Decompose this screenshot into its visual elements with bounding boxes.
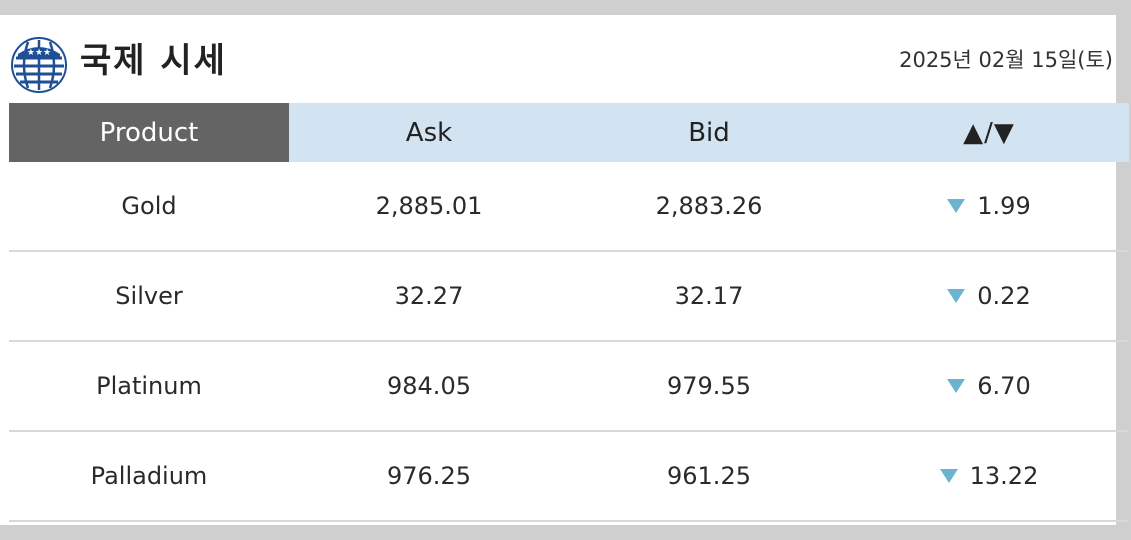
table-row-platinum: Platinum 984.05 979.55 6.70	[9, 342, 1129, 432]
column-header-change: ▲/▼	[963, 117, 1015, 148]
bid-value: 2,883.26	[655, 192, 763, 220]
change-value: 1.99	[977, 192, 1031, 220]
samsung-globe-logo-icon: ★★★	[11, 37, 67, 93]
change-cell: 6.70	[849, 342, 1129, 430]
table-row-gold: Gold 2,885.01 2,883.26 1.99	[9, 162, 1129, 252]
change-cell: 0.22	[849, 252, 1129, 340]
product-name: Silver	[115, 282, 183, 310]
product-name: Platinum	[96, 372, 202, 400]
svg-text:★★★: ★★★	[27, 48, 51, 58]
change-cell: 1.99	[849, 162, 1129, 250]
column-header-bid: Bid	[688, 117, 730, 148]
bid-value: 961.25	[667, 462, 751, 490]
product-name: Palladium	[90, 462, 208, 490]
ask-value: 976.25	[387, 462, 471, 490]
product-name: Gold	[121, 192, 177, 220]
down-triangle-icon	[947, 379, 966, 393]
ask-value: 984.05	[387, 372, 471, 400]
down-triangle-icon	[947, 199, 966, 213]
column-header-ask: Ask	[405, 117, 453, 148]
change-cell: 13.22	[849, 432, 1129, 520]
down-triangle-icon	[939, 469, 958, 483]
date-label: 2025년 02월 15일(토)	[899, 48, 1113, 72]
table-row-silver: Silver 32.27 32.17 0.22	[9, 252, 1129, 342]
price-table: Product Ask Bid ▲/▼ Gold 2,885.01 2,883.…	[9, 103, 1129, 522]
bid-value: 979.55	[667, 372, 751, 400]
change-value: 6.70	[977, 372, 1031, 400]
page-title: 국제 시세	[80, 41, 227, 81]
down-triangle-icon	[947, 289, 966, 303]
table-row-palladium: Palladium 976.25 961.25 13.22	[9, 432, 1129, 522]
change-value: 0.22	[977, 282, 1031, 310]
bid-value: 32.17	[674, 282, 744, 310]
table-header: Product Ask Bid ▲/▼	[9, 103, 1129, 162]
change-value: 13.22	[969, 462, 1039, 490]
ask-value: 2,885.01	[375, 192, 483, 220]
column-header-product: Product	[9, 103, 289, 162]
price-panel: ★★★ 국제 시세 2025년 02월 15일(토)	[0, 15, 1116, 525]
ask-value: 32.27	[394, 282, 464, 310]
